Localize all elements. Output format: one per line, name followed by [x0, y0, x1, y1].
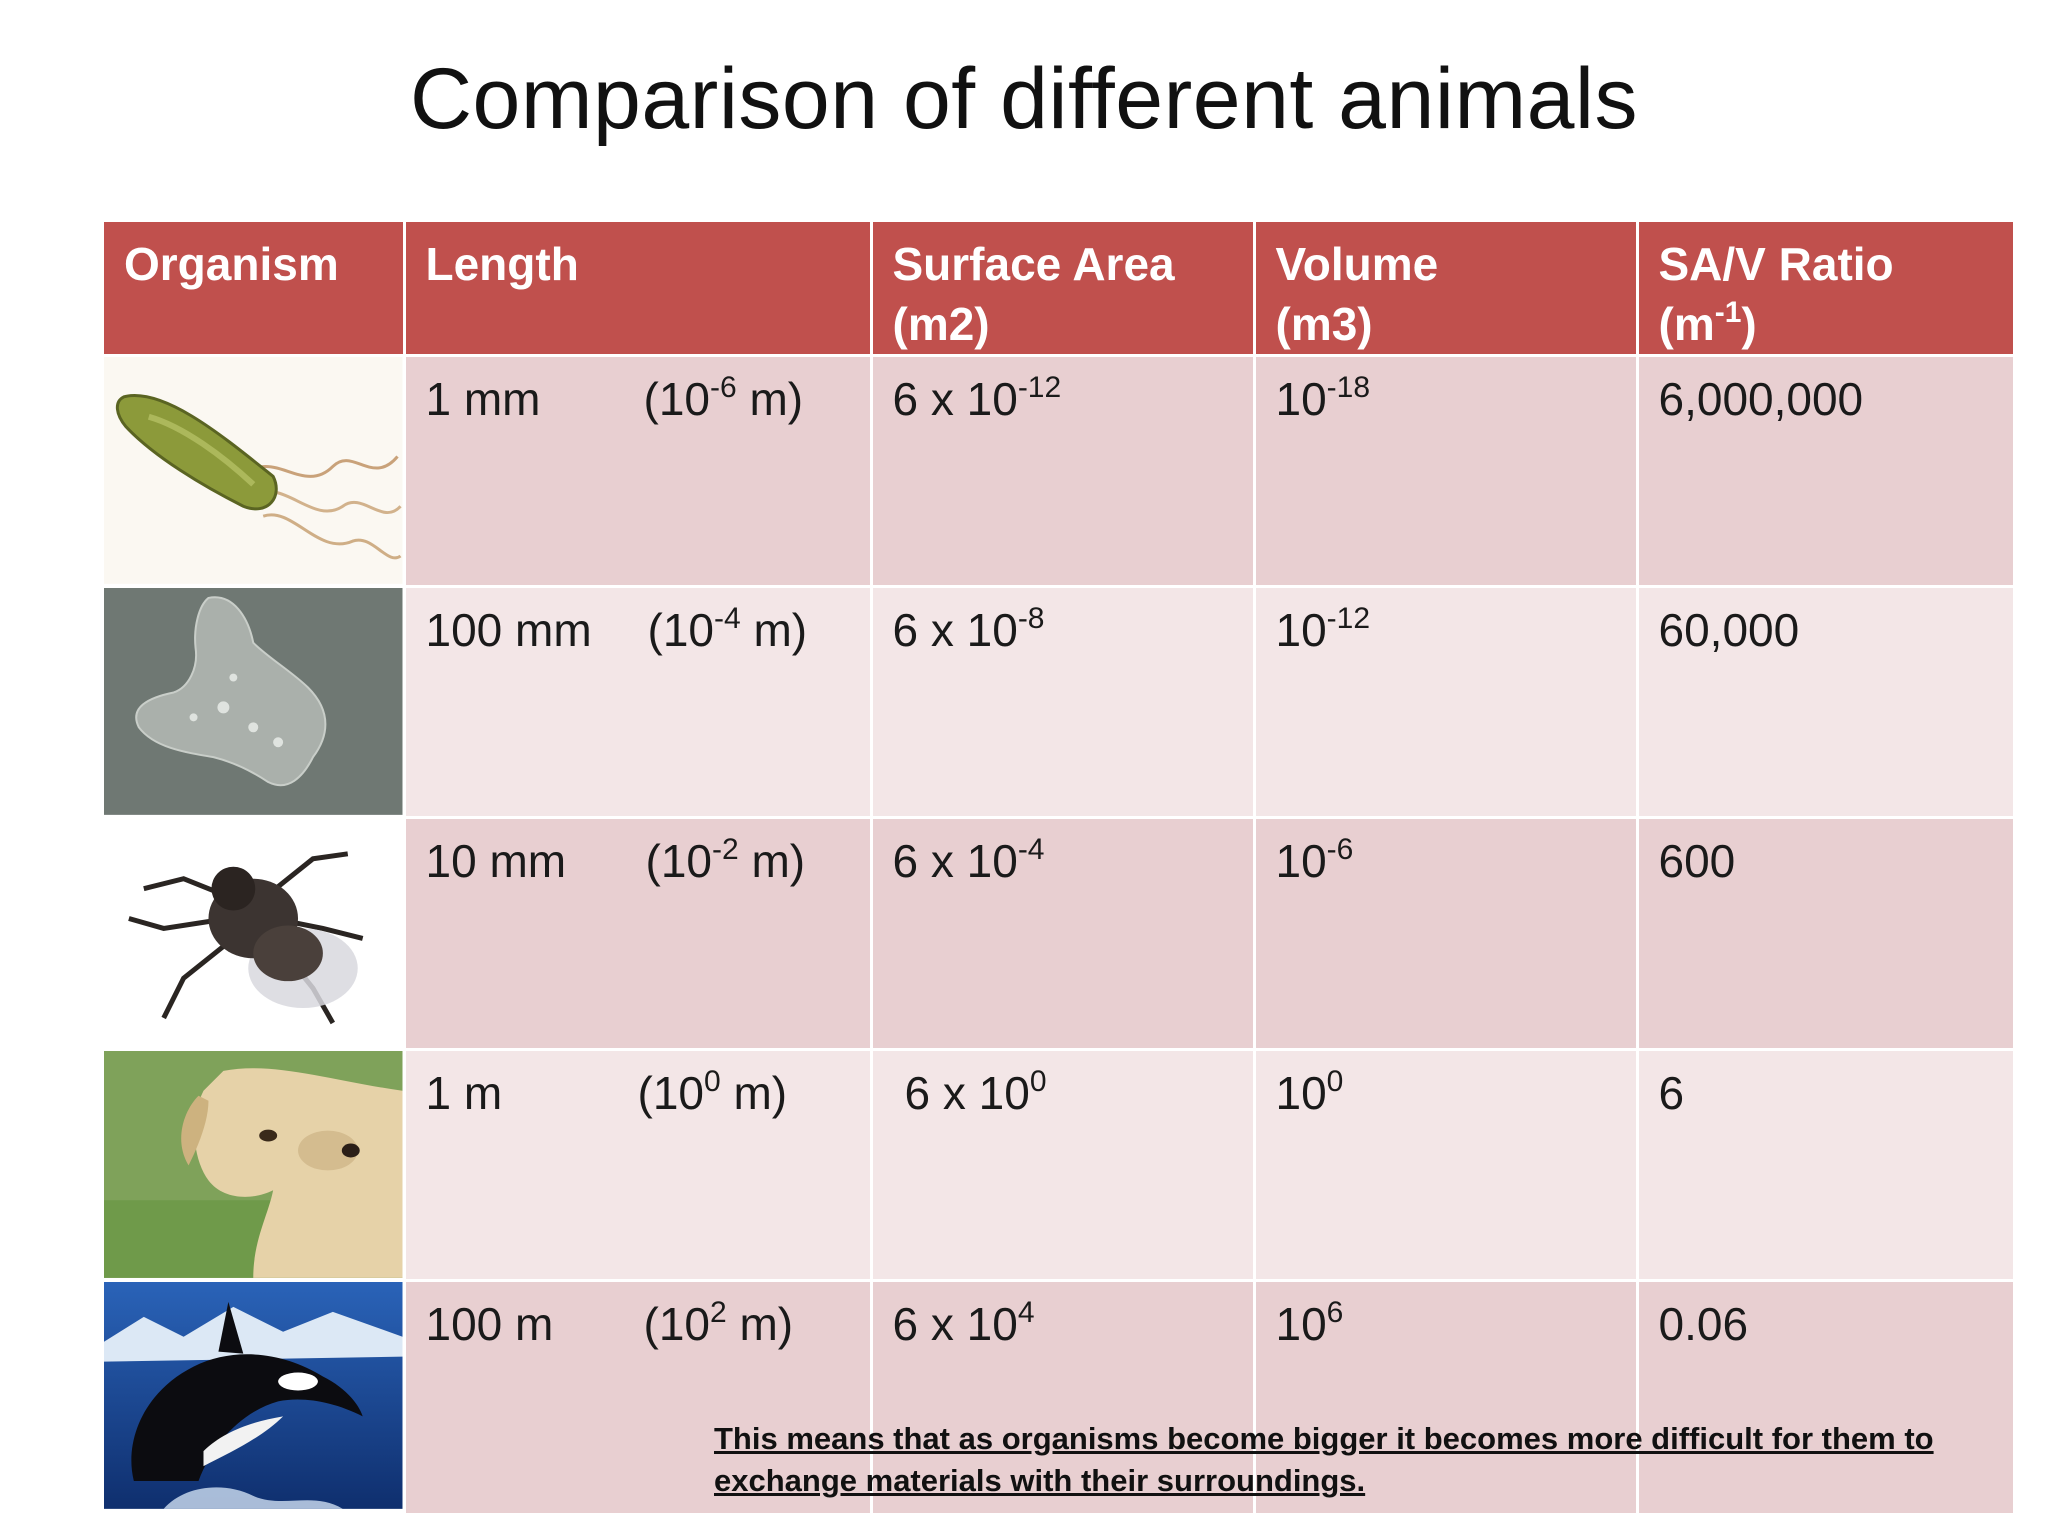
volume-cell: 10-6: [1254, 817, 1639, 1051]
table-row: 100 mm (10-4 m) 6 x 10-8 10-12 60,000: [104, 586, 2016, 819]
surface-area-cell: 6 x 104: [871, 1280, 1256, 1516]
organism-image-cell: [104, 1049, 406, 1282]
table-header-row: Organism Length Surface Area (m2) Volume(…: [104, 222, 2016, 357]
ratio-cell: 6,000,000: [1637, 355, 2016, 588]
surface-area-cell: 6 x 10-12: [871, 355, 1256, 588]
volume-cell: 106: [1254, 1280, 1639, 1516]
orca-icon: [104, 1282, 403, 1509]
length-cell: 1 mm (10-6 m): [404, 355, 873, 588]
table-row: 1 m (100 m) 6 x 100 100 6: [104, 1049, 2016, 1282]
organism-image-cell: [104, 586, 406, 819]
surface-area-cell: 6 x 10-4: [871, 817, 1256, 1051]
header-organism: Organism: [104, 222, 406, 357]
organism-image-cell: [104, 817, 406, 1051]
table-row: 1 mm (10-6 m) 6 x 10-12 10-18 6,000,000: [104, 355, 2016, 588]
header-volume: Volume (m3): [1254, 222, 1639, 357]
ratio-cell: 0.06: [1637, 1280, 2016, 1516]
surface-area-cell: 6 x 100: [871, 1049, 1256, 1282]
header-sa-v-ratio: SA/V Ratio (m-1): [1637, 222, 2016, 357]
header-length: Length: [404, 222, 873, 357]
table-row: 100 m (102 m) 6 x 104 106 0.06: [104, 1280, 2016, 1516]
conclusion-note: This means that as organisms become bigg…: [714, 1421, 1934, 1498]
volume-cell: 100: [1254, 1049, 1639, 1282]
ratio-cell: 6: [1637, 1049, 2016, 1282]
amoeba-icon: [104, 588, 403, 815]
surface-area-cell: 6 x 10-8: [871, 586, 1256, 819]
length-cell: 100 m (102 m): [404, 1280, 873, 1516]
slide-title: Comparison of different animals: [409, 51, 1639, 147]
organism-image-cell: [104, 355, 406, 588]
length-cell: 10 mm (10-2 m): [404, 817, 873, 1051]
table-row: 10 mm (10-2 m) 6 x 10-4 10-6 600: [104, 817, 2016, 1051]
volume-cell: 10-18: [1254, 355, 1639, 588]
volume-cell: 10-12: [1254, 586, 1639, 819]
organism-image-cell: [104, 1280, 406, 1516]
header-surface-area: Surface Area (m2): [871, 222, 1256, 357]
fly-icon: [104, 819, 403, 1046]
length-cell: 1 m (100 m): [404, 1049, 873, 1282]
bacterium-icon: [104, 357, 403, 584]
comparison-table: Organism Length Surface Area (m2) Volume(…: [104, 222, 2016, 1516]
dog-icon: [104, 1051, 403, 1278]
ratio-cell: 60,000: [1637, 586, 2016, 819]
ratio-cell: 600: [1637, 817, 2016, 1051]
length-cell: 100 mm (10-4 m): [404, 586, 873, 819]
